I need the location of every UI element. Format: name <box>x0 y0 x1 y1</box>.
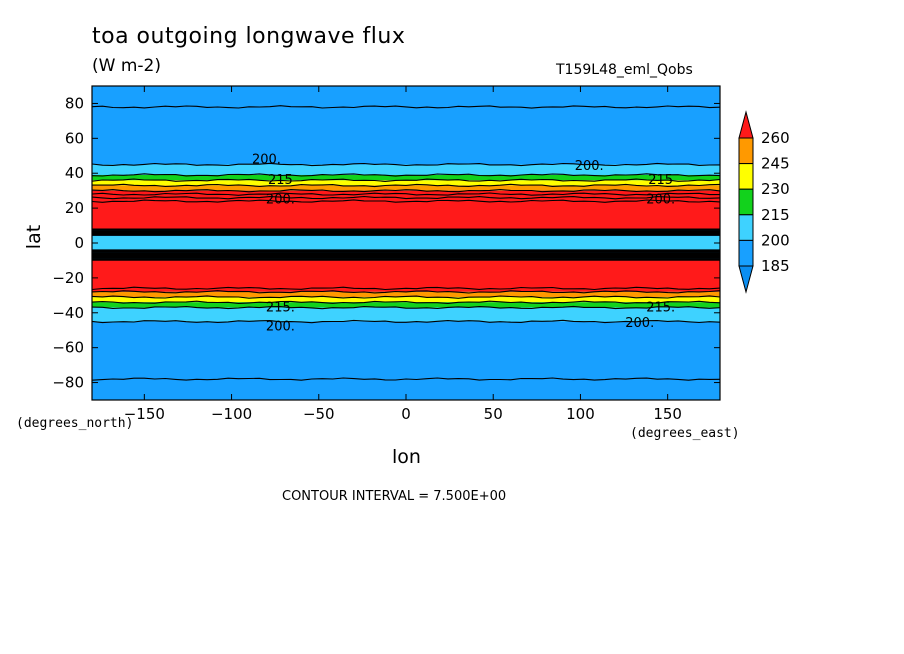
band-1 <box>92 164 720 175</box>
chart-title: toa outgoing longwave flux <box>92 24 406 49</box>
x-tick-label: 50 <box>484 405 503 423</box>
contour-line-13 <box>91 305 721 310</box>
band-8 <box>92 291 720 298</box>
y-tick-label: −60 <box>52 339 84 357</box>
contour-label-6: 200. <box>266 320 295 335</box>
contour-line-5 <box>91 188 721 193</box>
band-2 <box>92 174 720 181</box>
colorbar-box-3 <box>738 214 754 241</box>
contour-line-14 <box>91 319 721 324</box>
contour-label-5: 200. <box>646 192 675 207</box>
plot-area <box>92 86 720 400</box>
contour-label-1: 200. <box>575 159 604 174</box>
y-tick-label: −20 <box>52 269 84 287</box>
band-10 <box>92 302 720 308</box>
colorbar-box-4 <box>738 239 754 267</box>
contour-label-3: 215 <box>648 173 673 188</box>
contour-line-8 <box>91 199 721 203</box>
y-tick-label: 60 <box>65 129 84 147</box>
contour-line-15 <box>91 377 721 381</box>
contour-label-2: 215 <box>268 173 293 188</box>
x-tick-label: −50 <box>303 405 335 423</box>
contour-label-7: 200. <box>625 316 654 331</box>
colorbar-label: 230 <box>761 180 790 198</box>
contour-line-4 <box>92 183 721 188</box>
y-tick-label: −40 <box>52 304 84 322</box>
contour-line-7 <box>91 195 721 200</box>
colorbar-box-1 <box>738 163 754 190</box>
contour-line-9 <box>91 286 721 291</box>
colorbar-label: 200 <box>761 231 790 249</box>
contour-line-0 <box>91 105 721 109</box>
colorbar-top-triangle <box>738 110 754 139</box>
y-axis-units: (degrees_north) <box>16 416 134 431</box>
run-label: T159L48_eml_Qobs <box>556 62 693 78</box>
band-4 <box>92 185 720 191</box>
x-axis-units: (degrees_east) <box>630 426 740 441</box>
colorbar-box-0 <box>738 137 754 165</box>
band-6 <box>92 236 720 250</box>
x-axis-label: lon <box>392 446 421 468</box>
colorbar-bottom-triangle <box>738 265 754 294</box>
y-tick-label: 0 <box>74 234 84 252</box>
y-tick-label: 80 <box>65 94 84 112</box>
contour-lines <box>91 105 721 381</box>
contour-line-2 <box>91 173 721 177</box>
y-axis-label: lat <box>23 224 46 250</box>
colorbar-box-2 <box>738 188 754 216</box>
y-tick-label: −80 <box>52 374 84 392</box>
x-tick-label: −150 <box>124 405 165 423</box>
x-axis-ticks: −150 −100 −50 0 50 100 150 <box>124 86 682 423</box>
band-11 <box>92 307 720 322</box>
band-5 <box>92 190 720 230</box>
band-12 <box>92 321 720 400</box>
colorbar-label: 245 <box>761 155 790 173</box>
band-9 <box>92 297 720 303</box>
contour-line-10 <box>91 290 721 294</box>
x-tick-label: 100 <box>566 405 595 423</box>
contour-line-1 <box>91 162 721 167</box>
y-axis-ticks: 80 60 40 20 0 −20 −40 −60 −80 <box>52 94 720 392</box>
x-tick-label: 0 <box>401 405 411 423</box>
colorbar-label: 215 <box>761 206 790 224</box>
band-3 <box>92 180 720 186</box>
contour-label-0: 200. <box>252 152 281 167</box>
colorbar-label: 185 <box>761 257 790 275</box>
colorbar-label: 260 <box>761 129 790 147</box>
contour-label-9: 215. <box>646 301 675 316</box>
x-tick-label: 150 <box>653 405 682 423</box>
contour-line-11 <box>91 295 721 299</box>
band-7 <box>92 260 720 292</box>
contour-line-6 <box>91 192 720 196</box>
band-0 <box>92 86 720 165</box>
x-tick-label: −100 <box>211 405 252 423</box>
chart-units: (W m-2) <box>92 56 161 76</box>
contour-line-3 <box>91 178 721 182</box>
contour-label-4: 200. <box>266 192 295 207</box>
colorbar: 260 245 230 215 200 185 <box>738 110 790 294</box>
y-tick-label: 20 <box>65 199 84 217</box>
contour-label-8: 215. <box>266 301 295 316</box>
contour-line-12 <box>91 300 721 304</box>
contour-interval-label: CONTOUR INTERVAL = 7.500E+00 <box>282 489 507 504</box>
y-tick-label: 40 <box>65 164 84 182</box>
